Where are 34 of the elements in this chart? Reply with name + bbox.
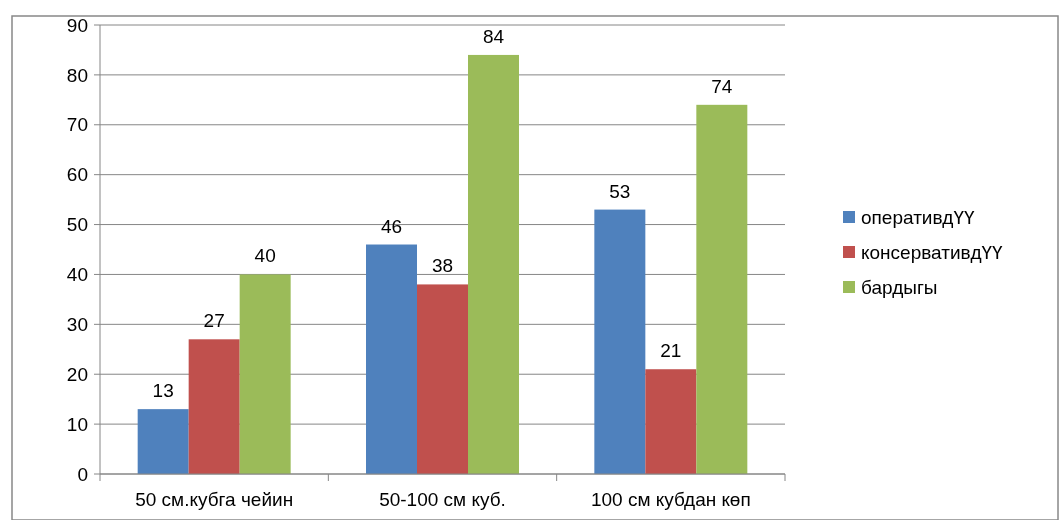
y-tick-label: 70 bbox=[66, 114, 88, 136]
data-label: 38 bbox=[431, 255, 454, 277]
data-label: 27 bbox=[203, 310, 225, 332]
y-tick-label: 50 bbox=[66, 214, 88, 236]
bar bbox=[696, 104, 748, 474]
x-tick-label: 100 см кубдан көп bbox=[590, 489, 751, 510]
bar bbox=[366, 244, 417, 474]
legend-label: оперативдҮҮ bbox=[861, 206, 975, 228]
bar bbox=[645, 369, 697, 474]
y-tick-label: 10 bbox=[66, 413, 88, 435]
x-tick-label: 50 см.кубга чейин bbox=[135, 489, 294, 510]
bar bbox=[594, 209, 646, 474]
y-tick-label: 20 bbox=[66, 363, 88, 385]
legend-label: консервативдҮҮ bbox=[861, 241, 1004, 263]
x-tick-label: 50-100 см куб. bbox=[379, 489, 506, 510]
bar bbox=[417, 284, 468, 474]
y-tick-label: 40 bbox=[66, 264, 88, 286]
y-tick-label: 90 bbox=[66, 14, 88, 36]
bar bbox=[188, 339, 240, 474]
data-label: 40 bbox=[254, 245, 276, 267]
data-label: 84 bbox=[482, 25, 505, 47]
data-label: 53 bbox=[609, 180, 631, 202]
bar bbox=[468, 54, 519, 474]
data-label: 74 bbox=[711, 75, 733, 97]
y-tick-label: 80 bbox=[66, 64, 88, 86]
bar bbox=[137, 409, 189, 474]
y-tick-label: 0 bbox=[77, 463, 88, 485]
legend-label: бардыгы bbox=[861, 276, 938, 298]
bar bbox=[239, 274, 291, 474]
data-label: 13 bbox=[152, 380, 174, 402]
y-tick-label: 30 bbox=[66, 313, 88, 335]
data-label: 46 bbox=[380, 215, 403, 237]
y-tick-label: 60 bbox=[66, 164, 88, 186]
data-label: 21 bbox=[660, 340, 682, 362]
